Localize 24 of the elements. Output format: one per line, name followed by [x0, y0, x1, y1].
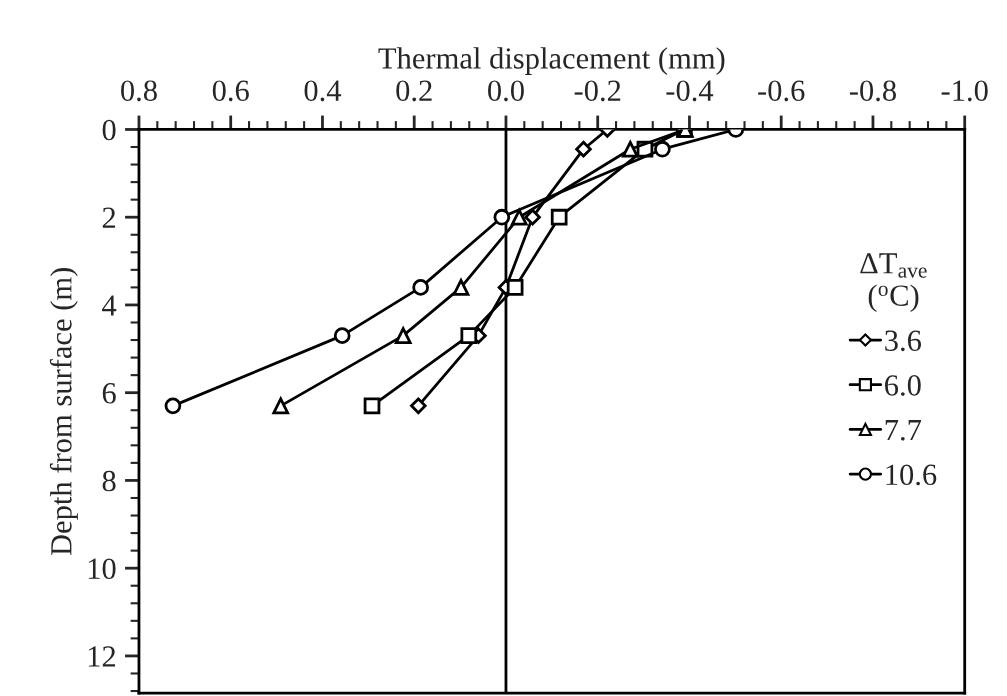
legend-title: ΔT$_{ave}$ ($^{o}$C)	[860, 253, 927, 313]
x-tick-label: 0.6	[212, 80, 249, 102]
x-tick-label: 0.2	[396, 80, 432, 102]
y-tick-label: 0	[102, 119, 116, 141]
x-tick-label: -1.0	[941, 80, 988, 102]
legend-label: 3.6	[885, 330, 922, 352]
x-tick-label: 0.8	[121, 80, 157, 102]
x-tick-label: -0.2	[574, 80, 621, 102]
y-tick-label: 12	[88, 646, 116, 667]
legend-label: 7.7	[885, 420, 922, 441]
y-tick-label: 2	[102, 207, 116, 228]
legend-label: 6.0	[885, 375, 921, 396]
x-tick-label: -0.8	[849, 80, 896, 102]
x-tick-label: 0.4	[304, 80, 342, 102]
y-axis-title: Depth from surface (m)	[49, 268, 78, 556]
legend-label: 10.6	[886, 464, 937, 486]
x-tick-label: -0.6	[758, 80, 805, 102]
x-tick-label: -0.4	[666, 80, 714, 102]
y-tick-label: 10	[88, 558, 116, 580]
y-tick-label: 4	[102, 295, 117, 316]
x-tick-label: 0.0	[488, 80, 524, 102]
y-tick-label: 8	[102, 470, 116, 492]
x-axis-title: Thermal displacement (mm)	[378, 47, 725, 75]
y-tick-label: 6	[102, 383, 116, 404]
